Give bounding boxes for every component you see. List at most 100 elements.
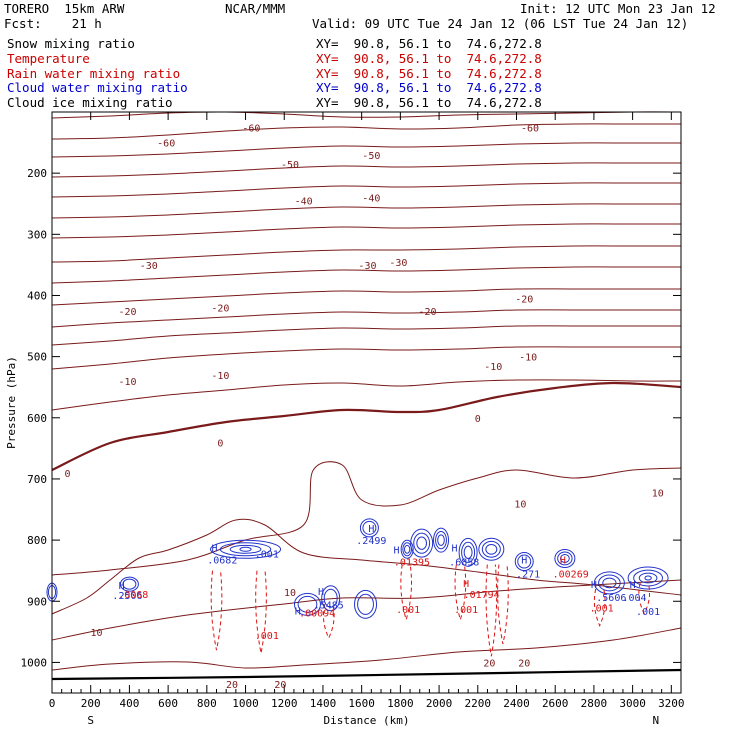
isotherm-label: -60 [521,123,539,134]
isotherm-line [51,325,681,346]
isotherm-line [51,245,681,263]
isotherm-label: -50 [362,151,380,162]
rain-water-contour [210,570,223,651]
isotherm-line [51,203,681,219]
isotherm-line [51,379,682,411]
cloud-water-contour [437,534,445,546]
isotherm-line [51,461,682,576]
x-tick-label: 0 [49,697,56,710]
maximum-label: .5606 [596,593,626,604]
maximum-label: .00269 [553,570,589,581]
cloud-water-contour [461,541,476,563]
y-tick-label: 1000 [21,656,48,669]
cloud-water-contour [416,536,427,550]
cloud-water-contour [514,552,534,572]
cloud-water-contour [478,537,505,561]
plot-frame [51,111,682,694]
isotherm-label: -10 [211,371,229,382]
isotherm-label: -40 [295,197,313,208]
cloud-water-contour [627,566,669,590]
maximum-label: .0068 [118,590,148,601]
x-tick-label: 2400 [503,697,530,710]
cloud-water-contour [219,542,272,557]
rain-water-contour [322,604,335,640]
isotherm-label: -30 [358,261,376,272]
cloud-water-contour [119,576,139,592]
isotherm-label: 10 [514,499,526,510]
cloud-water-contour [593,571,625,595]
maximum-label: .5485 [314,600,344,611]
maximum-label: .001 [636,607,660,618]
maximum-label: H [318,587,324,598]
y-tick-label: 300 [27,228,47,241]
rain-water-contour [454,564,467,622]
maximum-label: H [630,580,636,591]
cloud-water-contour [357,593,374,615]
cloud-water-contour [485,543,498,555]
isotherm-label: 10 [652,488,664,499]
maximum-label: .001 [255,550,279,561]
rain-contour-label: .001 [396,605,420,616]
cloud-water-contour [413,532,431,554]
field-label-temperature: Temperature [7,51,90,66]
field-xy-cloud-water: XY= 90.8, 56.1 to 74.6,272.8 [316,80,542,95]
isotherm-label: 20 [483,658,495,669]
x-tick-label: 3000 [619,697,646,710]
isotherm-label: 0 [475,414,481,425]
rain-contour-label: .001 [590,603,614,614]
field-xy-rain: XY= 90.8, 56.1 to 74.6,272.8 [316,66,542,81]
rain-water-contour [638,582,651,615]
isotherm-line [51,182,681,198]
cloud-water-contour [433,527,450,553]
maximum-label: H [393,545,399,556]
rain-water-contour [485,564,498,657]
cloud-water-contour [293,592,321,616]
ground-line [51,668,682,681]
isotherm-label: -60 [242,123,260,134]
model-label: TORERO 15km ARW [4,1,125,16]
cloud-water-contour [633,569,663,587]
center-label: NCAR/MMM [225,1,286,16]
maximum-label: H [452,543,458,554]
cloud-water-contour [481,540,501,558]
x-tick-label: 1000 [232,697,259,710]
maximum-label: H [521,556,527,567]
x-tick-label: 1800 [387,697,414,710]
isotherm-label: -10 [519,353,537,364]
cloud-water-contour [354,589,378,619]
x-tick-label: 1200 [271,697,298,710]
y-tick-label: 600 [27,412,47,425]
isotherm-line [51,346,681,370]
isotherm-label: 0 [217,438,223,449]
cloud-water-contour [323,588,338,608]
maximum-label: H [368,524,374,535]
x-tick-label: 2200 [465,697,492,710]
y-tick-label: 200 [27,167,47,180]
isotherm-label: -20 [515,295,533,306]
x-tick-label: 2000 [426,697,453,710]
y-tick-label: 400 [27,289,47,302]
maximum-label: .6858 [449,558,479,569]
cloud-water-contour [239,546,252,552]
isotherm-line [51,518,682,615]
cloud-water-contour [435,530,447,550]
x-end-label-right: N [653,714,660,727]
x-tick-label: 800 [197,697,217,710]
y-tick-label: 700 [27,473,47,486]
field-label-rain: Rain water mixing ratio [7,66,181,81]
valid-label: Valid: 09 UTC Tue 24 Jan 12 (06 LST Tue … [312,16,689,31]
isotherm-label: -60 [157,139,175,150]
cloud-water-contour [404,544,411,554]
cloud-water-contour [359,518,379,538]
isotherm-label: 20 [226,680,238,691]
y-tick-label: 800 [27,534,47,547]
x-tick-label: 1400 [310,697,337,710]
x-axis-label: Distance (km) [323,714,409,727]
x-tick-label: 400 [119,697,139,710]
isotherm-label: -20 [118,307,136,318]
isotherm-label: -20 [211,304,229,315]
isotherm-line [51,266,681,284]
field-label-snow: Snow mixing ratio [7,36,135,51]
x-tick-label: 2800 [581,697,608,710]
cloud-water-contour [321,585,341,612]
